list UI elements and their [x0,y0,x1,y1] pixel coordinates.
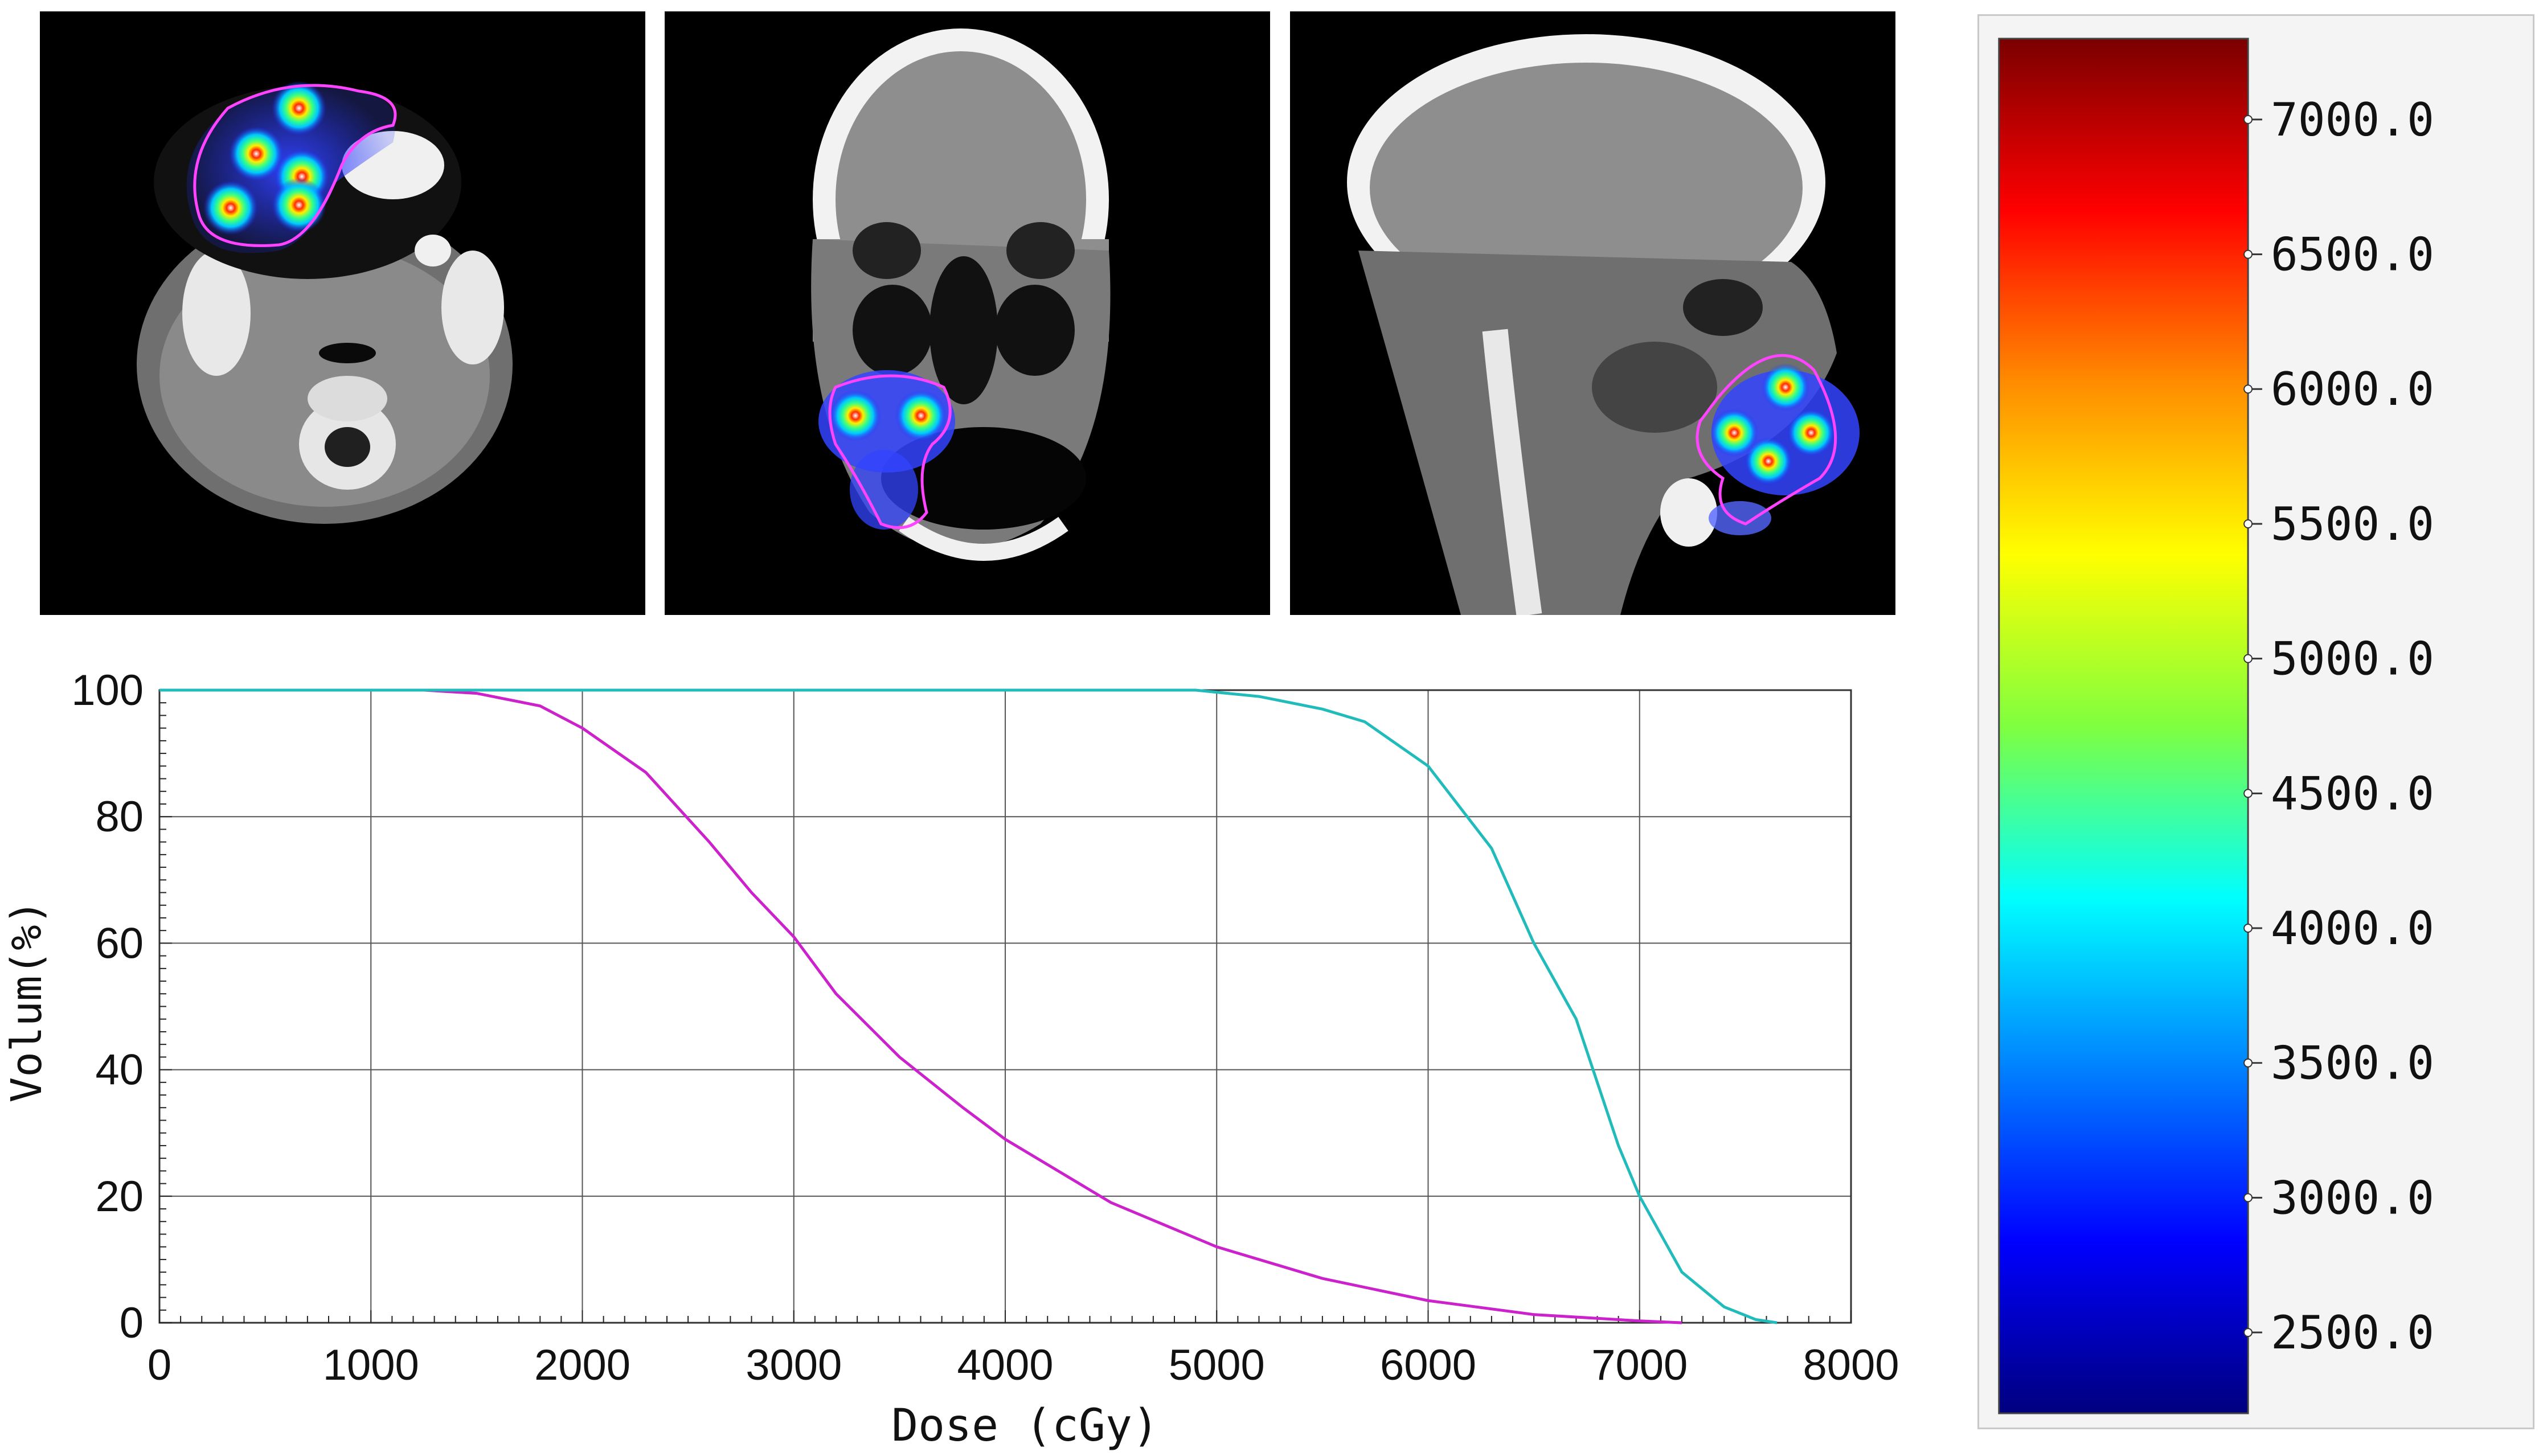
colorbar-tick-marker [2243,1058,2253,1068]
colorbar-tick-marker [2243,384,2253,394]
colorbar-label: 6000.0 [2271,363,2434,416]
colorbar-label: 4000.0 [2271,902,2434,955]
colorbar-label: 5500.0 [2271,498,2434,551]
x-axis-label: Dose (cGy) [891,1400,1159,1451]
colorbar-ticks: 7000.0 6500.0 6000.0 5500.0 5000.0 4500.0 4000… [2243,93,2434,1359]
colorbar-tick-marker [2243,1193,2253,1203]
y-axis-label: Volum(%) [2,900,51,1102]
y-tick-label: 20 [95,1172,144,1221]
colorbar-tick-marker [2243,1328,2253,1338]
y-tick-label: 100 [71,666,144,715]
x-tick-label: 3000 [746,1341,842,1389]
colorbar-label: 6500.0 [2271,228,2434,281]
y-tick-label: 40 [95,1046,144,1094]
colorbar-tick-marker [2243,519,2253,528]
chart-grid [158,689,1852,1324]
colorbar-tick-marker [2243,249,2253,259]
chart-series-group [159,688,1778,1324]
x-tick-label: 0 [148,1341,171,1389]
x-tick-label: 4000 [957,1341,1053,1389]
y-tick-labels: 0 20 40 60 80 100 [71,666,144,1347]
colorbar-label: 3000.0 [2271,1171,2434,1224]
x-tick-label: 7000 [1591,1341,1688,1389]
dose-colorbar-panel: 7000.0 6500.0 6000.0 5500.0 5000.0 4500.0 4000… [1977,14,2534,1429]
x-tick-label: 6000 [1380,1341,1476,1389]
dvh-chart: 0 1000 2000 3000 4000 5000 6000 7000 8000 0 20 40 6… [2,666,1899,1451]
y-tick-label: 0 [120,1299,144,1347]
colorbar-label: 4500.0 [2271,767,2434,820]
y-tick-label: 80 [95,793,144,841]
x-tick-labels: 0 1000 2000 3000 4000 5000 6000 7000 8000 [148,1341,1899,1389]
colorbar-gradient [1998,38,2249,1414]
ct-axial-image [40,11,645,615]
ct-sagittal-image [1290,11,1895,615]
colorbar-tick-marker [2243,924,2253,933]
colorbar-label: 7000.0 [2271,93,2434,146]
colorbar-label: 5000.0 [2271,632,2434,685]
x-tick-label: 1000 [323,1341,419,1389]
colorbar-tick-marker [2243,789,2253,798]
x-tick-label: 8000 [1803,1341,1899,1389]
colorbar-label: 2500.0 [2271,1306,2434,1359]
colorbar-tick-marker [2243,654,2253,663]
ct-coronal-image [665,11,1270,615]
y-tick-label: 60 [95,919,144,967]
colorbar-label: 3500.0 [2271,1036,2434,1089]
series-line-0 [159,688,1682,1324]
colorbar-tick-marker [2243,114,2253,124]
x-tick-label: 5000 [1169,1341,1265,1389]
series-line-1 [159,688,1778,1324]
x-tick-label: 2000 [534,1341,630,1389]
